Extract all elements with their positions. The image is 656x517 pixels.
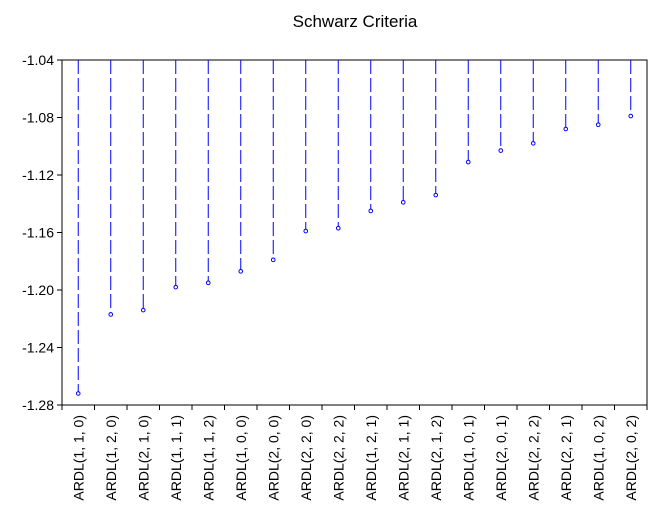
x-tick-label: ARDL(2, 2, 1) <box>558 415 574 501</box>
data-point <box>335 225 341 231</box>
data-point <box>303 228 309 234</box>
data-point <box>75 391 81 396</box>
x-axis: ARDL(1, 1, 0) ARDL(1, 2, 0) ARDL(2, 1, 0) A… <box>61 405 648 501</box>
data-point <box>465 159 471 165</box>
x-tick-label: ARDL(2, 2, 2) <box>525 415 541 501</box>
y-tick-label: -1.04 <box>22 52 54 68</box>
x-tick-label: ARDL(1, 0, 1) <box>460 415 476 501</box>
data-point <box>173 284 179 290</box>
x-tick-label: ARDL(2, 1, 2) <box>428 415 444 501</box>
x-tick-label: ARDL(2, 2, 0) <box>298 415 314 501</box>
data-point <box>400 200 406 205</box>
x-tick-label: ARDL(1, 0, 2) <box>590 415 606 501</box>
x-tick-label: ARDL(1, 1, 2) <box>200 415 216 501</box>
data-point <box>530 141 536 146</box>
data-point <box>498 148 504 153</box>
x-tick-label: ARDL(1, 1, 0) <box>70 415 86 501</box>
data-point <box>563 126 569 132</box>
y-tick-label: -1.28 <box>22 397 54 413</box>
chart-title: Schwarz Criteria <box>293 12 418 31</box>
y-tick-label: -1.12 <box>22 167 54 183</box>
data-marks <box>75 60 634 396</box>
data-point <box>238 269 244 274</box>
x-tick-label: ARDL(2, 0, 1) <box>493 415 509 501</box>
x-tick-label: ARDL(1, 1, 1) <box>168 415 184 501</box>
data-point <box>108 312 114 317</box>
x-tick-label: ARDL(2, 2, 2) <box>330 415 346 501</box>
data-point <box>205 280 211 286</box>
x-tick-label: ARDL(1, 2, 1) <box>363 415 379 501</box>
y-tick-label: -1.08 <box>22 110 54 126</box>
x-tick-label: ARDL(2, 0, 2) <box>623 415 639 501</box>
y-tick-label: -1.16 <box>22 225 54 241</box>
data-point <box>270 257 276 263</box>
data-point <box>595 122 601 127</box>
data-point <box>433 192 439 198</box>
x-tick-label: ARDL(1, 0, 0) <box>233 415 249 501</box>
data-point <box>140 307 146 313</box>
data-point <box>368 208 374 214</box>
x-tick-label: ARDL(1, 2, 0) <box>103 415 119 501</box>
data-point <box>628 113 634 119</box>
x-tick-label: ARDL(2, 0, 0) <box>265 415 281 501</box>
x-tick-label: ARDL(2, 1, 0) <box>135 415 151 501</box>
x-tick-label: ARDL(2, 1, 1) <box>395 415 411 501</box>
y-axis: -1.04 -1.08 -1.12 -1.16 -1.20 -1.24 -1.28 <box>22 52 62 413</box>
y-tick-label: -1.24 <box>22 340 54 356</box>
y-tick-label: -1.20 <box>22 282 54 298</box>
